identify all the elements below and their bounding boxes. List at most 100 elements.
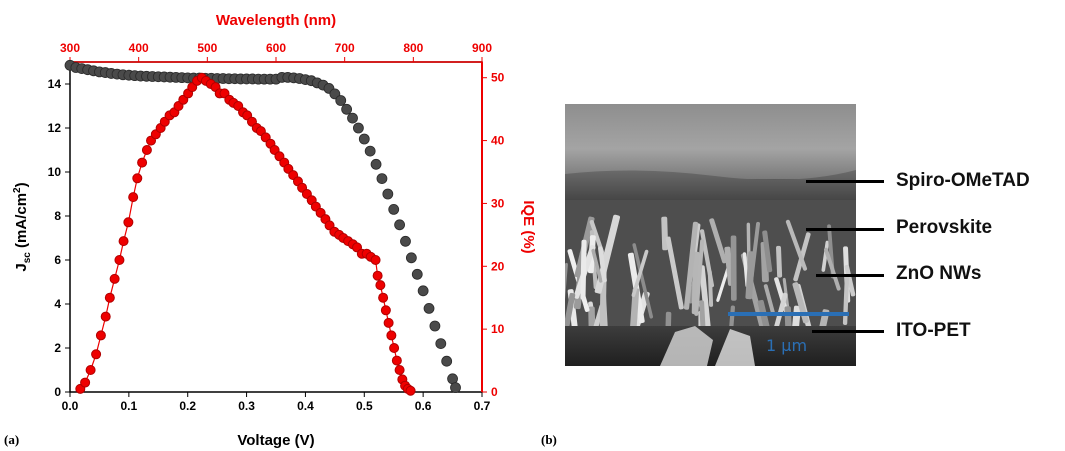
nanowire [565,262,568,321]
jv-point [388,203,400,215]
y2-tick-label: 20 [491,259,505,273]
iqe-point [114,255,125,265]
panel-a-label: (a) [4,432,20,447]
jv-point [400,235,411,247]
jv-point [411,268,423,280]
y-axis-right-label: IQE (%) [520,200,537,253]
y-tick-label: 14 [48,77,62,91]
x2-tick-label: 700 [335,41,355,55]
y-tick-label: 8 [54,209,61,223]
x-axis-label: Voltage (V) [237,432,314,449]
iqe-point [118,236,129,247]
x-tick-label: 0.4 [297,399,314,413]
x2-tick-label: 800 [403,41,423,55]
iqe-series [75,72,416,396]
jv-point [358,133,370,145]
y-tick-label: 12 [48,121,62,135]
jv-point [441,355,453,367]
nanowire [844,264,856,297]
x2-tick-label: 900 [472,41,492,55]
jv-point [341,103,353,115]
iqe-point [383,317,394,328]
jv-point [347,112,358,124]
nanowire [683,221,699,310]
sem-cross-section-image [565,104,856,366]
y-axis-left-ticks: 0 2 4 6 8 10 12 14 [48,77,70,399]
y-tick-label: 0 [54,385,61,399]
nanowire [629,288,640,337]
sem-bright-debris [660,326,713,366]
iqe-point [85,365,96,375]
scale-bar [728,312,849,316]
x2-tick-label: 500 [197,41,217,55]
nanowire [824,247,841,291]
nanowire [709,218,727,264]
x-tick-label: 0.0 [62,399,79,413]
y2-tick-label: 10 [491,322,505,336]
pointer-ito-pet [812,330,884,333]
label-ito-pet: ITO-PET [896,320,971,341]
pointer-zno-nws [816,274,884,277]
jv-point [450,382,461,394]
jv-point [435,338,447,350]
iqe-point [375,280,386,291]
y2-tick-label: 30 [491,196,505,210]
nanowire [763,284,775,315]
jv-point [423,302,435,314]
iqe-point [109,273,120,284]
x-tick-label: 0.6 [415,399,432,413]
y2-tick-label: 40 [491,134,505,148]
plot-frame [69,61,483,393]
iqe-point [370,255,381,265]
iqe-point [123,217,134,228]
jv-point [335,95,347,106]
x-axis-top-ticks: 300 400 500 600 700 800 900 [60,41,492,62]
label-zno-nws: ZnO NWs [896,263,982,284]
nanowire [594,214,620,294]
x-axis-ticks: 0.0 0.1 0.2 0.3 0.4 0.5 0.6 0.7 [62,392,491,413]
y-tick-label: 4 [54,297,61,311]
jv-point [376,173,388,185]
jv-point [382,188,394,200]
nanowire [694,239,705,316]
sem-spiro-layer [565,170,856,210]
nanowire [730,235,737,301]
jv-point [429,320,441,332]
jv-point [364,145,376,157]
x-tick-label: 0.5 [356,399,373,413]
nanowire [785,219,808,271]
nanowire [665,236,684,310]
iqe-point [405,385,416,396]
jv-point [352,122,364,134]
y-axis-right-ticks: 0 10 20 30 40 50 [482,71,505,399]
iqe-point [95,330,106,341]
iqe-point [137,157,148,168]
x-tick-label: 0.1 [121,399,138,413]
iqe-point [100,311,111,322]
nanowire [762,230,773,273]
nanowire [631,249,649,298]
nanowire [745,251,756,300]
iqe-point [394,365,405,375]
x2-tick-label: 600 [266,41,286,55]
scale-bar-label: 1 µm [766,336,808,355]
jv-point [405,252,417,264]
pointer-perovskite [806,228,884,231]
iqe-point [91,349,102,360]
iqe-point [141,145,152,155]
iqe-point [391,355,402,366]
iqe-point [380,305,391,316]
panel-b-label: (b) [541,432,557,447]
iqe-point [372,270,383,281]
iqe-point [104,292,115,303]
pointer-spiro [806,180,884,183]
jv-point [370,158,382,170]
x-tick-label: 0.3 [238,399,255,413]
label-perovskite: Perovskite [896,217,993,238]
jv-point [417,285,429,297]
iqe-point [132,173,143,184]
nanowire [591,248,603,283]
iqe-point [128,192,139,203]
jv-point [394,219,406,231]
